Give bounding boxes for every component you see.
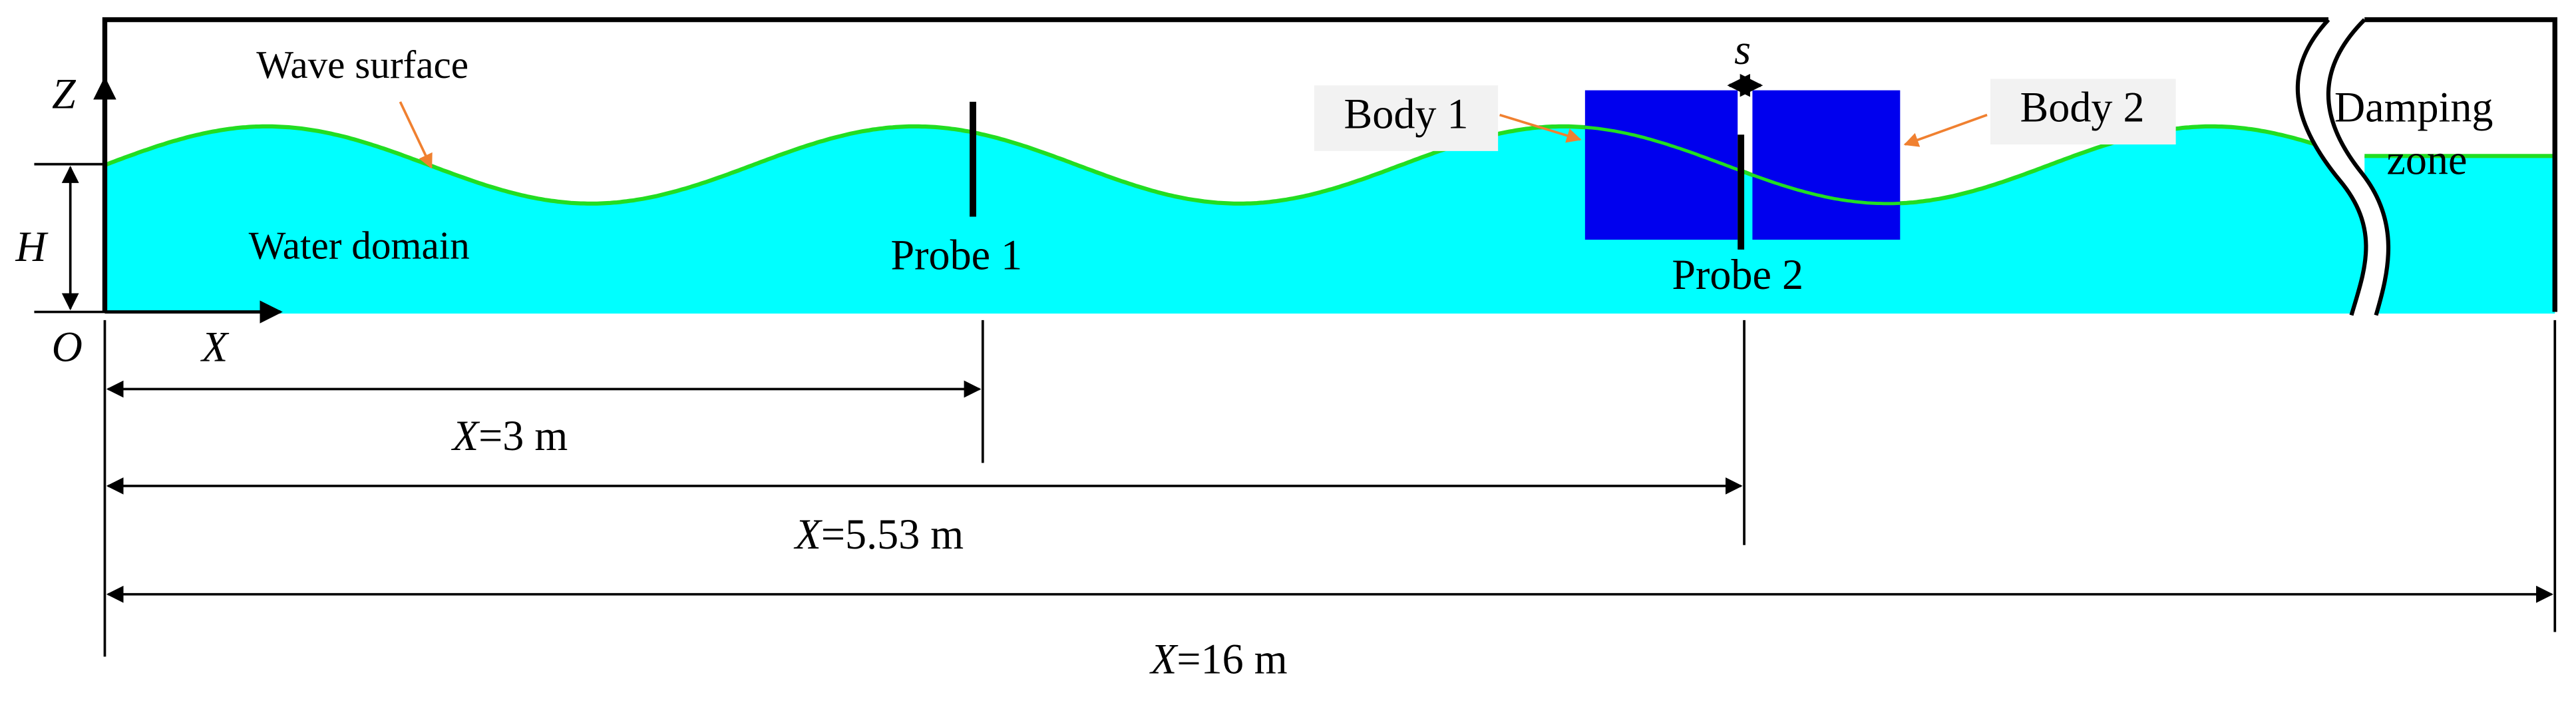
probe-1-label: Probe 1 [891,231,1023,278]
pointer [399,101,433,169]
origin-label: O [52,323,83,370]
break-line [2326,18,2391,316]
label-box [1990,79,2176,145]
damping-label: zone [2386,136,2467,183]
probe-2-label: Probe 2 [1672,251,1803,298]
z-label: Z [52,71,77,118]
body-2-label: Body 2 [2020,83,2145,130]
break-line [2295,18,2368,316]
dimension-variable: X [793,511,823,558]
dimension-variable: X [1149,635,1179,682]
h-label: H [15,223,49,270]
label-box [1314,85,1499,151]
water-domain [104,126,2373,314]
dimension-label: X=3 m [451,412,568,459]
dimension-label: X=5.53 m [793,511,964,558]
dimension-label: X=16 m [1149,635,1287,682]
dimension-value: =3 m [478,412,568,459]
pointer [1499,113,1582,143]
wave-surface [104,124,2318,206]
dimension-value: =16 m [1177,635,1287,682]
damping-label: Damping [2334,83,2493,130]
gap-label: s [1734,26,1751,73]
wave-surface-label: Wave surface [256,43,468,87]
pointer [1903,113,1988,147]
body-1 [1584,90,1738,240]
domain-outline [2364,17,2557,312]
x-label: X [200,323,230,370]
break-gap [2297,19,2389,316]
dimension-value: =5.53 m [821,511,964,558]
body-2 [1752,90,1901,240]
dimension-variable: X [451,412,480,459]
body-1-label: Body 1 [1344,90,1469,137]
water-domain-label: Water domain [249,223,470,267]
damping-water [2364,156,2555,314]
